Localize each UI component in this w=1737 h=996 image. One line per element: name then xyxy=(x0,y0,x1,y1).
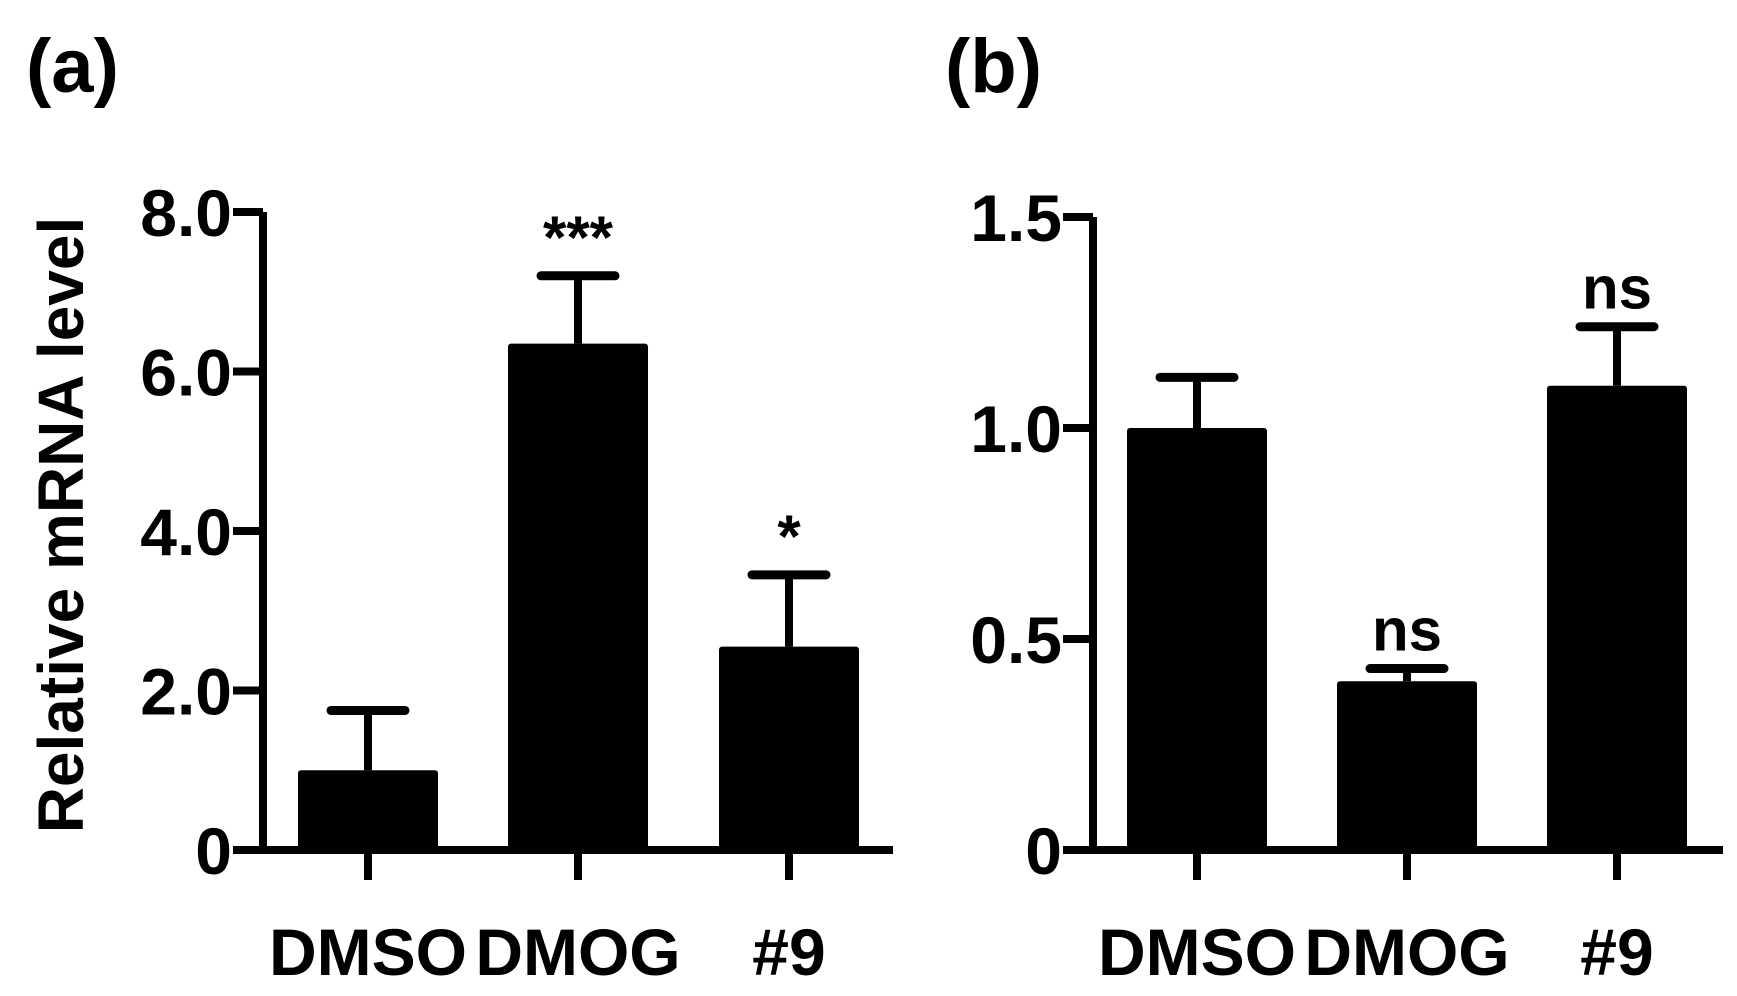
b-y-tick-label-2: 1.0 xyxy=(970,392,1062,466)
a-significance-2: * xyxy=(777,503,801,570)
a-bar-1 xyxy=(508,343,648,850)
a-bar-0 xyxy=(298,770,438,850)
a-significance-1: *** xyxy=(543,204,614,271)
panel-a-label: (a) xyxy=(26,24,119,109)
a-y-tick-label-2: 4.0 xyxy=(140,495,232,569)
b-bar-2 xyxy=(1547,385,1687,850)
b-category-label-2: #9 xyxy=(1580,915,1653,989)
a-y-tick-label-4: 8.0 xyxy=(140,176,232,250)
a-y-tick-label-3: 6.0 xyxy=(140,336,232,410)
a-category-label-1: DMOG xyxy=(475,915,680,989)
panel-b-label: (b) xyxy=(945,24,1042,109)
panel-b: (b) ns ns 0 0.5 1.0 1.5 DMSO DMOG #9 xyxy=(945,24,1723,989)
a-bar-2 xyxy=(719,646,859,850)
a-category-label-0: DMSO xyxy=(269,915,467,989)
a-y-tick-label-1: 2.0 xyxy=(140,655,232,729)
b-y-tick-label-3: 1.5 xyxy=(970,181,1062,255)
b-y-tick-label-0: 0 xyxy=(1025,814,1062,888)
b-category-label-0: DMSO xyxy=(1098,915,1296,989)
b-significance-1: ns xyxy=(1372,597,1442,664)
a-y-tick-label-0: 0 xyxy=(195,814,232,888)
b-y-tick-label-1: 0.5 xyxy=(970,603,1062,677)
a-category-label-2: #9 xyxy=(752,915,825,989)
b-category-label-1: DMOG xyxy=(1304,915,1509,989)
b-significance-2: ns xyxy=(1582,255,1652,322)
y-axis-title: Relative mRNA level xyxy=(25,217,97,834)
b-bar-1 xyxy=(1337,681,1477,850)
b-bar-0 xyxy=(1127,428,1267,850)
